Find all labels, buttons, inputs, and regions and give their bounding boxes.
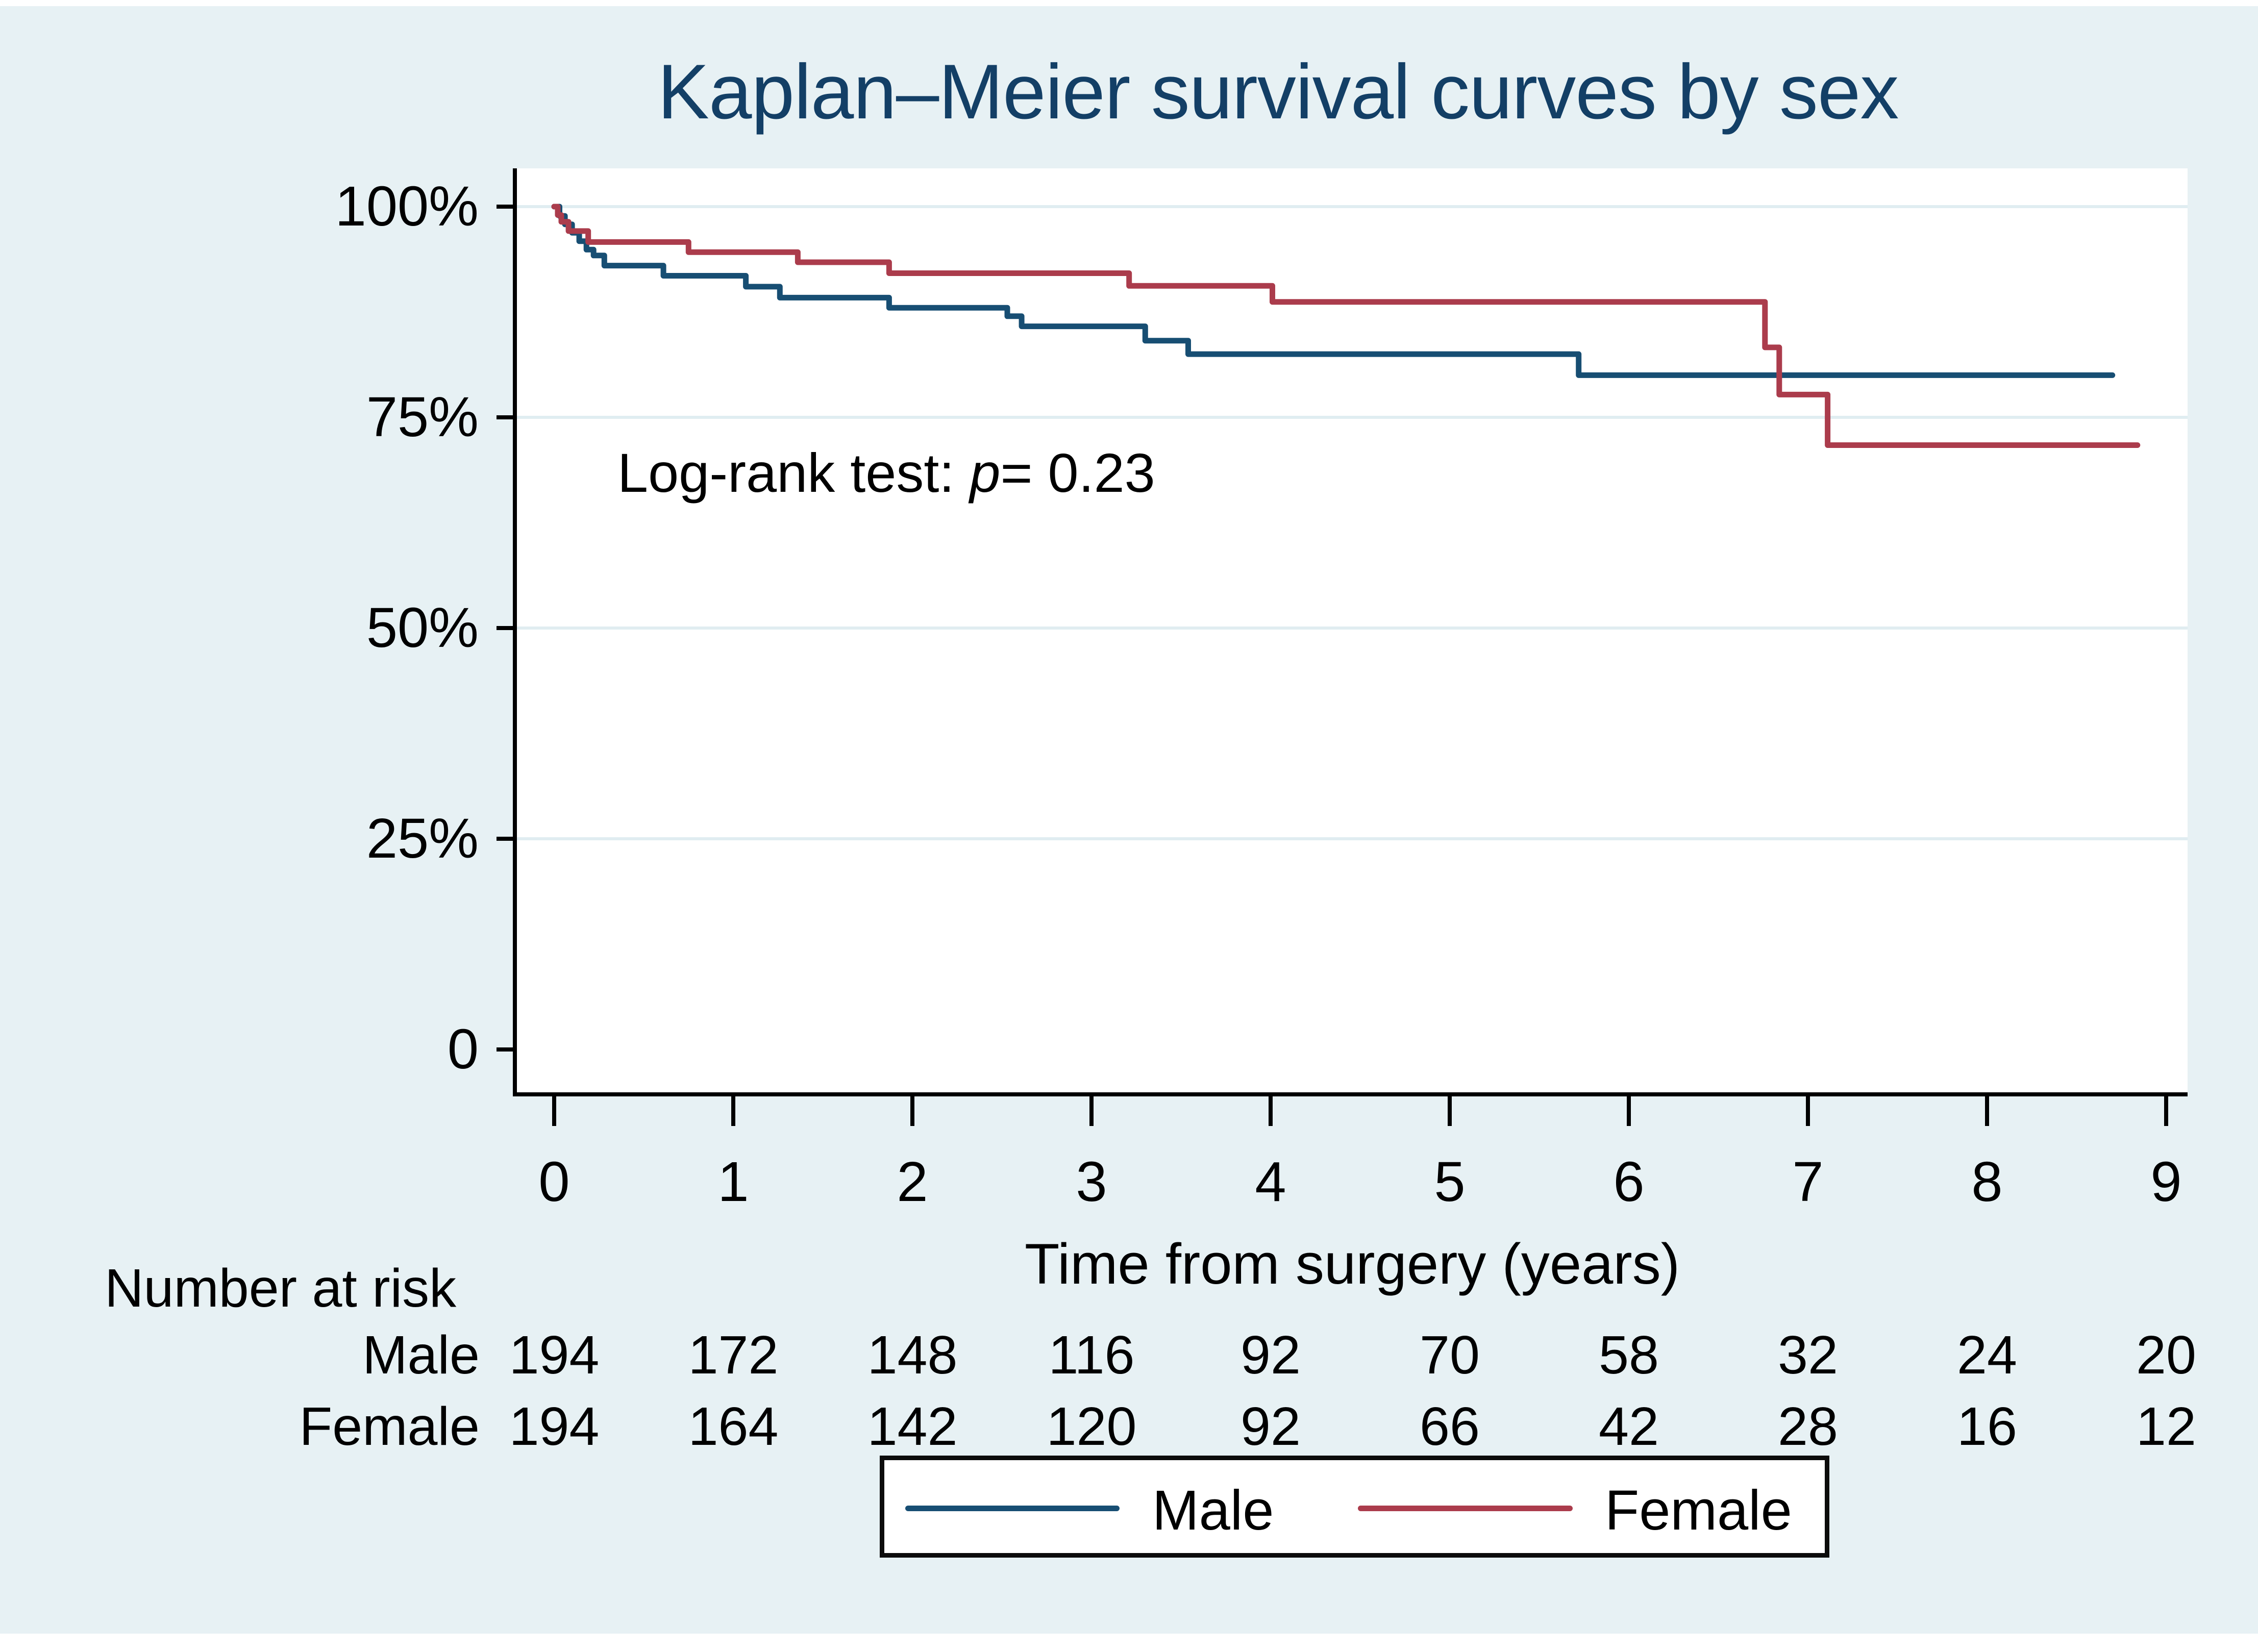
x-tick-0 bbox=[552, 1096, 556, 1126]
risk-row-female: Female 194 164 142 120 92 66 42 28 16 12 bbox=[0, 1398, 2258, 1456]
plot-area bbox=[513, 168, 2188, 1096]
risk-value-male-4: 92 bbox=[1240, 1325, 1301, 1385]
risk-value-female-9: 12 bbox=[2136, 1396, 2196, 1457]
y-tick-50 bbox=[497, 626, 517, 630]
risk-value-male-5: 70 bbox=[1420, 1325, 1480, 1385]
y-tick-label-100: 100% bbox=[335, 175, 479, 238]
risk-row-label-female: Female bbox=[299, 1396, 480, 1457]
risk-value-male-3: 116 bbox=[1048, 1325, 1135, 1385]
legend-label-male: Male bbox=[1152, 1479, 1274, 1542]
risk-value-male-1: 172 bbox=[688, 1325, 779, 1385]
risk-value-female-1: 164 bbox=[688, 1396, 779, 1457]
x-tick-label-2: 2 bbox=[897, 1150, 928, 1213]
x-tick-label-3: 3 bbox=[1076, 1150, 1107, 1213]
x-tick-9 bbox=[2164, 1096, 2168, 1126]
x-tick-label-8: 8 bbox=[1971, 1150, 2003, 1213]
logrank-annotation: Log-rank test: p= 0.23 bbox=[617, 445, 1155, 501]
x-tick-2 bbox=[910, 1096, 914, 1126]
risk-value-female-2: 142 bbox=[867, 1396, 958, 1457]
risk-value-female-0: 194 bbox=[509, 1396, 600, 1457]
p-symbol: p bbox=[970, 442, 1001, 504]
y-tick-25 bbox=[497, 837, 517, 841]
y-tick-label-50: 50% bbox=[366, 596, 479, 659]
x-tick-7 bbox=[1806, 1096, 1810, 1126]
risk-value-male-9: 20 bbox=[2136, 1325, 2196, 1385]
legend-label-female: Female bbox=[1605, 1479, 1792, 1542]
y-tick-75 bbox=[497, 415, 517, 419]
x-tick-5 bbox=[1448, 1096, 1452, 1126]
x-tick-label-0: 0 bbox=[538, 1150, 570, 1213]
risk-value-female-3: 120 bbox=[1046, 1396, 1137, 1457]
bottom-margin-strip bbox=[0, 1634, 2258, 1652]
risk-value-male-0: 194 bbox=[509, 1325, 600, 1385]
curve-female bbox=[551, 204, 2141, 448]
curve-male bbox=[551, 204, 2116, 378]
logrank-value: = 0.23 bbox=[1000, 442, 1155, 504]
risk-value-male-7: 32 bbox=[1778, 1325, 1838, 1385]
risk-row-male: Male 194 172 148 116 92 70 58 32 24 20 bbox=[0, 1327, 2258, 1384]
x-tick-6 bbox=[1627, 1096, 1631, 1126]
x-tick-1 bbox=[731, 1096, 735, 1126]
y-tick-label-75: 75% bbox=[366, 386, 479, 448]
x-tick-label-4: 4 bbox=[1255, 1150, 1286, 1213]
x-axis-title: Time from surgery (years) bbox=[1024, 1232, 1680, 1296]
chart-title: Kaplan–Meier survival curves by sex bbox=[657, 48, 1899, 135]
top-margin-strip bbox=[0, 0, 2258, 6]
y-tick-label-0: 0 bbox=[447, 1018, 479, 1081]
risk-value-female-4: 92 bbox=[1240, 1396, 1301, 1457]
y-tick-label-25: 25% bbox=[366, 807, 479, 870]
legend-box: Male Female bbox=[880, 1456, 1829, 1558]
legend-line-female bbox=[1358, 1506, 1573, 1511]
risk-row-label-male: Male bbox=[362, 1325, 480, 1385]
x-tick-label-9: 9 bbox=[2150, 1150, 2182, 1213]
x-tick-label-7: 7 bbox=[1792, 1150, 1824, 1213]
risk-table-header: Number at risk bbox=[105, 1258, 457, 1318]
y-tick-100 bbox=[497, 205, 517, 209]
risk-value-female-5: 66 bbox=[1420, 1396, 1480, 1457]
x-tick-label-5: 5 bbox=[1434, 1150, 1466, 1213]
legend-line-male bbox=[905, 1506, 1120, 1511]
risk-value-male-2: 148 bbox=[867, 1325, 958, 1385]
x-tick-label-1: 1 bbox=[717, 1150, 749, 1213]
x-tick-3 bbox=[1089, 1096, 1094, 1126]
risk-value-female-7: 28 bbox=[1778, 1396, 1838, 1457]
risk-value-male-8: 24 bbox=[1957, 1325, 2017, 1385]
x-tick-4 bbox=[1269, 1096, 1273, 1126]
risk-value-male-6: 58 bbox=[1599, 1325, 1659, 1385]
survival-curves-svg bbox=[517, 204, 2188, 840]
risk-value-female-8: 16 bbox=[1957, 1396, 2017, 1457]
x-tick-label-6: 6 bbox=[1613, 1150, 1645, 1213]
risk-value-female-6: 42 bbox=[1599, 1396, 1659, 1457]
logrank-prefix: Log-rank test: bbox=[617, 442, 970, 504]
y-tick-0 bbox=[497, 1047, 517, 1052]
x-tick-8 bbox=[1985, 1096, 1989, 1126]
